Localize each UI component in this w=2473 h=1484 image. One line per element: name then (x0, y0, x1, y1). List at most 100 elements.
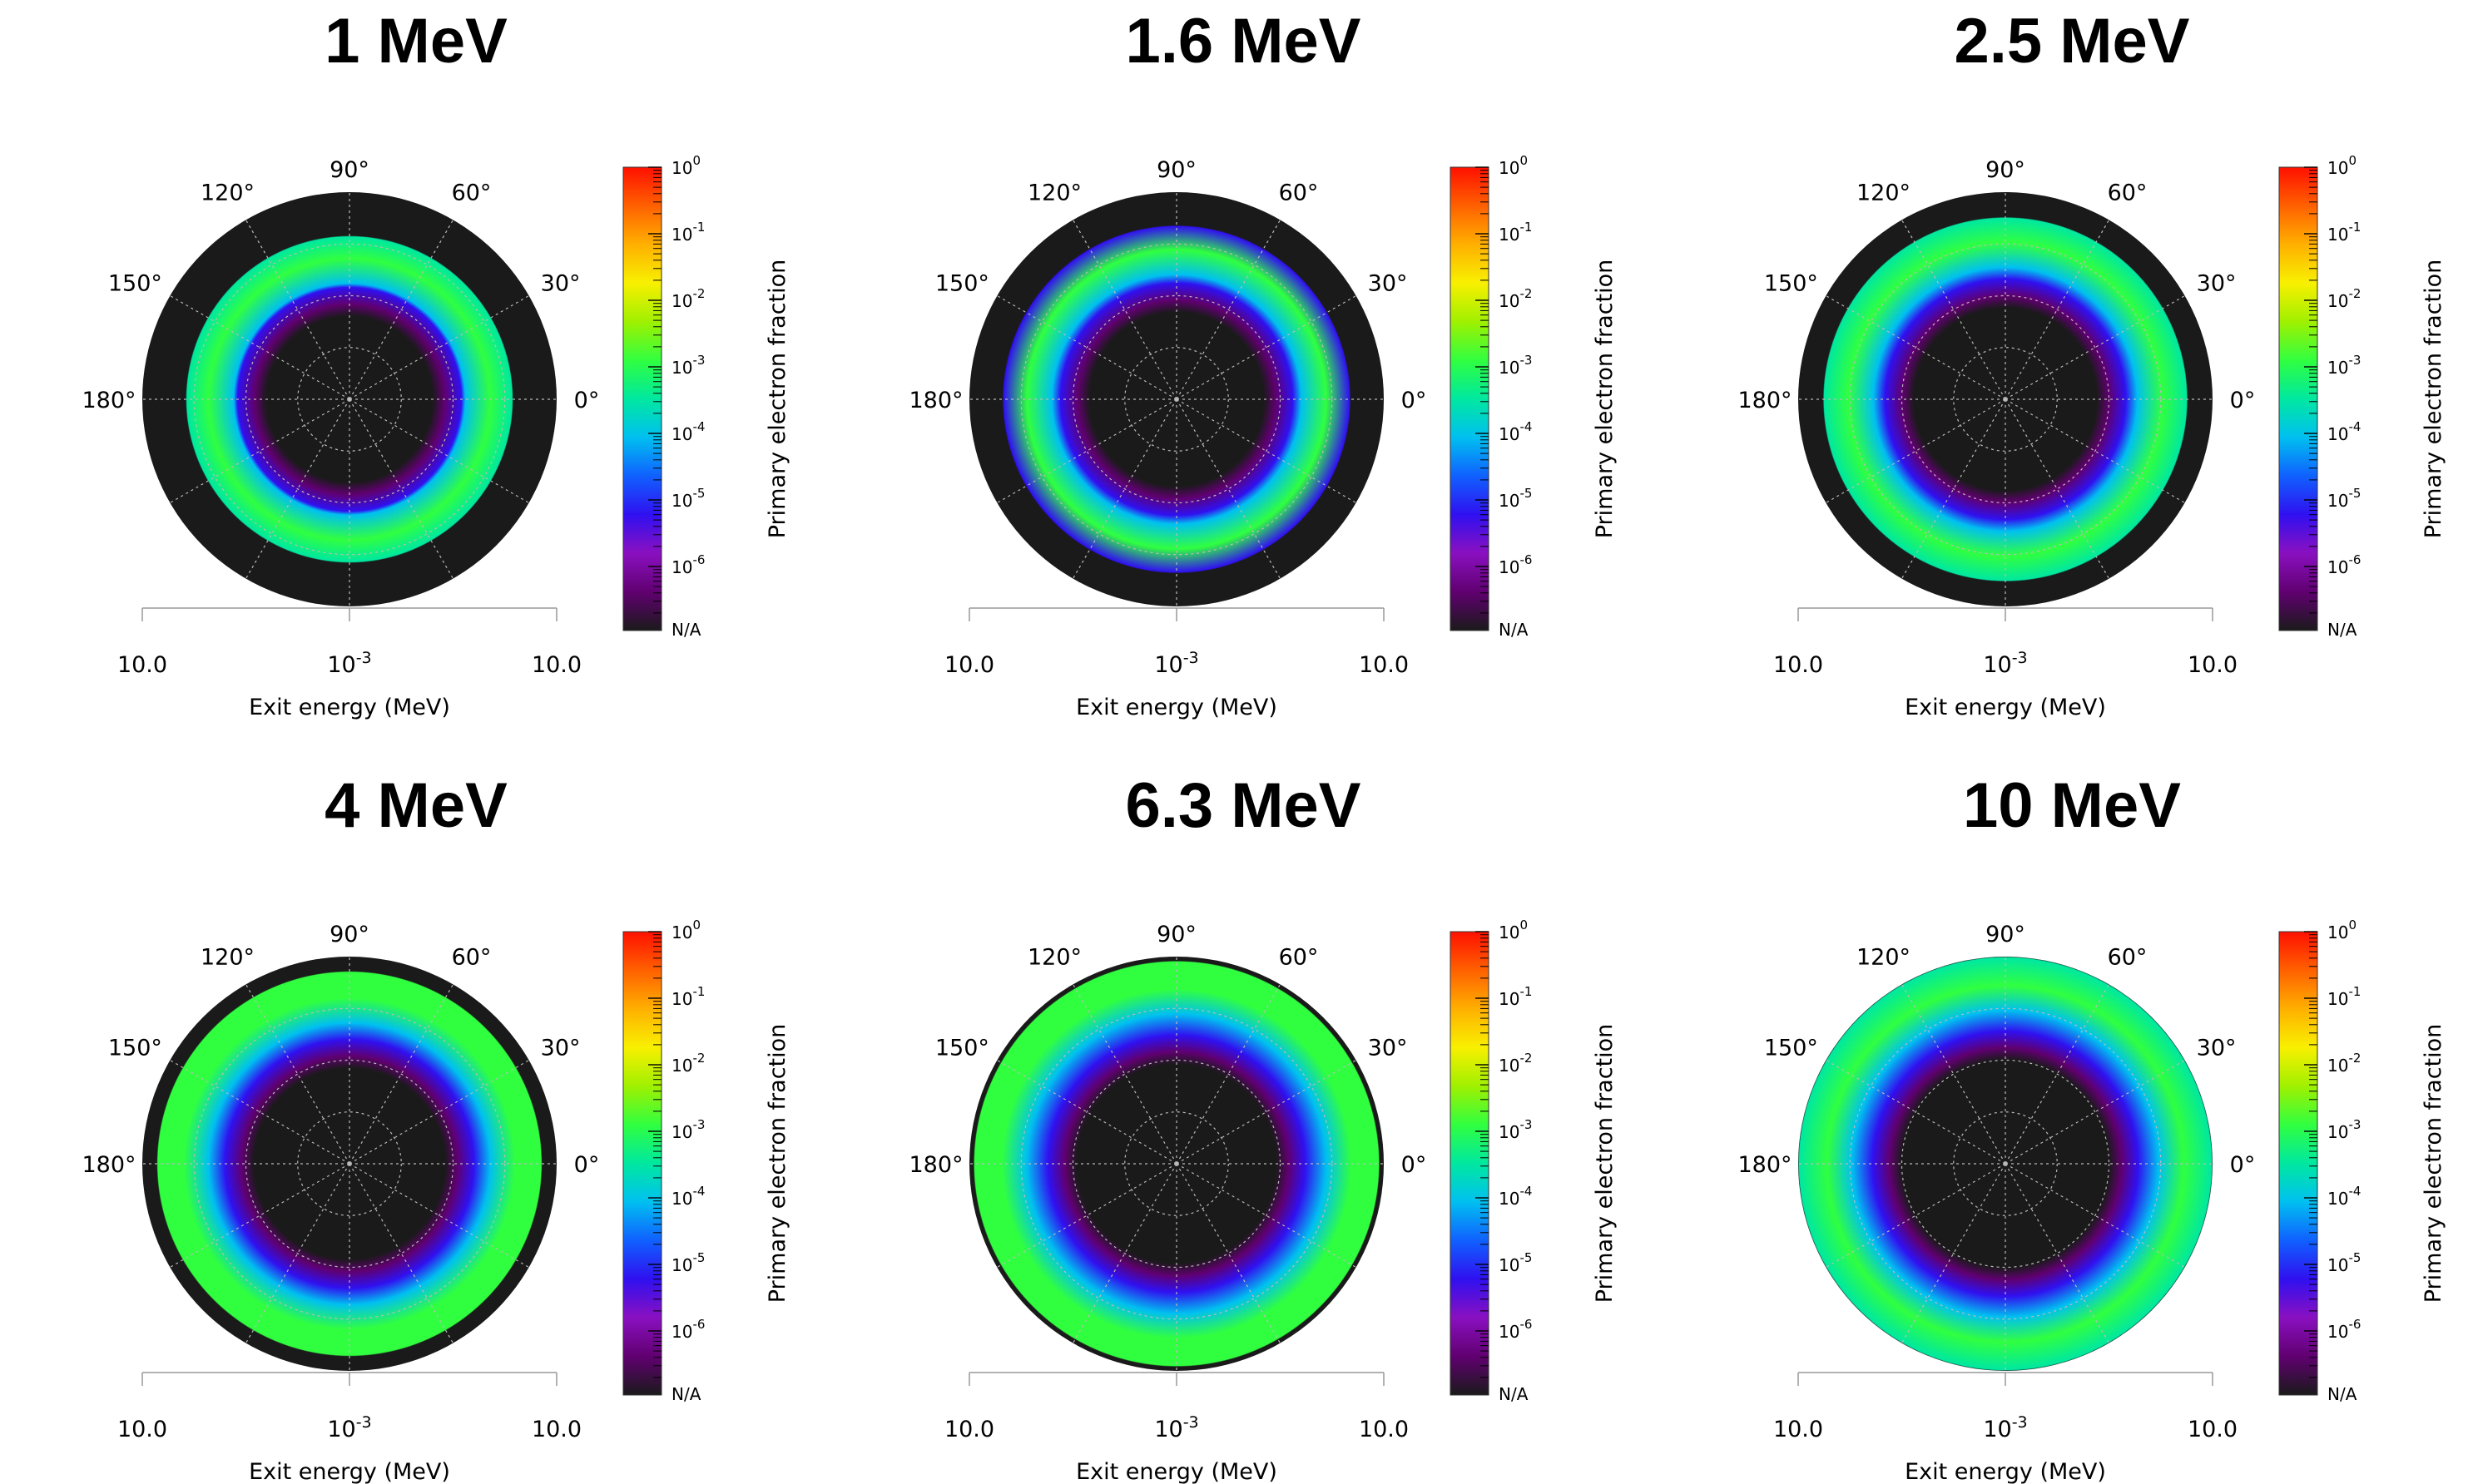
colorbar-tick-label: 10-5 (672, 1250, 705, 1275)
angle-tick-label: 150° (935, 1036, 989, 1061)
radial-axis-title: Exit energy (MeV) (1905, 695, 2106, 720)
grid-ring (1072, 1059, 1281, 1269)
panel-title: 4 MeV (325, 770, 508, 841)
polar-panel: 2.5 MeV 0° 30° 60° 90° 120° 150° 180° 10.0 10.0 10… (1737, 6, 2446, 720)
colorbar-tick-label: 100 (672, 153, 701, 178)
radial-tick-label: 10.0 (117, 1417, 167, 1442)
angle-tick-label: 150° (935, 271, 989, 297)
angle-tick-label: 120° (1028, 180, 1082, 205)
angle-tick-label: 0° (2230, 388, 2256, 413)
colorbar-tick-label: 10-3 (1499, 1117, 1532, 1142)
colorbar-tick-label: 10-4 (2327, 419, 2361, 444)
grid-ring (1901, 1059, 2110, 1269)
angle-tick-label: 150° (1764, 1036, 1818, 1061)
colorbar-na-label: N/A (1499, 1384, 1529, 1404)
panel-title: 1 MeV (325, 6, 508, 77)
angle-tick-label: 180° (909, 388, 963, 413)
grid-ring (1020, 1007, 1333, 1320)
angle-tick-label: 120° (1856, 944, 1911, 970)
angle-tick-label: 90° (1985, 157, 2025, 183)
angle-tick-label: 120° (1028, 944, 1082, 970)
grid-ring (1020, 243, 1333, 556)
colorbar-tick-label: 10-2 (672, 1051, 705, 1076)
panel-title: 1.6 MeV (1125, 6, 1360, 77)
grid-ring (245, 294, 454, 504)
radial-axis-title: Exit energy (MeV) (1076, 1459, 1277, 1484)
colorbar-tick-label: 10-3 (1499, 353, 1532, 378)
polar-panel: 1 MeV 0° 30° 60° 90° 120° 150° 180° 10.0 10.0 10-3… (82, 6, 790, 720)
radial-tick-label: 10.0 (532, 652, 582, 678)
colorbar-tick-label: 10-4 (1499, 419, 1532, 444)
radial-axis-title: Exit energy (MeV) (249, 695, 450, 720)
radial-tick-label: 10.0 (944, 1417, 994, 1442)
colorbar-tick-label: 10-3 (2327, 1117, 2361, 1142)
colorbar-tick-label: 100 (672, 918, 701, 942)
colorbar-tick-label: 10-4 (1499, 1184, 1532, 1209)
radial-tick-label-center: 10-3 (327, 649, 371, 678)
angle-tick-label: 60° (452, 944, 492, 970)
angle-tick-label: 0° (574, 1152, 600, 1178)
colorbar-tick-label: 10-5 (672, 486, 705, 511)
panel-title: 2.5 MeV (1954, 6, 2189, 77)
grid-ring (193, 243, 506, 556)
radial-tick-label: 10.0 (532, 1417, 582, 1442)
angle-tick-label: 120° (201, 180, 255, 205)
colorbar-title: Primary electron fraction (2421, 260, 2446, 539)
colorbar-tick-label: 100 (1499, 153, 1528, 178)
colorbar-tick-label: 10-4 (2327, 1184, 2361, 1209)
colorbar-tick-label: 10-1 (672, 984, 705, 1009)
angle-tick-label: 180° (82, 388, 136, 413)
colorbar-na-label: N/A (2327, 620, 2357, 640)
colorbar-tick-label: 10-3 (672, 1117, 705, 1142)
angle-tick-label: 180° (1737, 388, 1792, 413)
colorbar-tick-label: 10-4 (672, 1184, 705, 1209)
colorbar-tick-label: 10-3 (672, 353, 705, 378)
colorbar-tick-label: 10-2 (2327, 1051, 2361, 1076)
colorbar-tick-label: 10-3 (2327, 353, 2361, 378)
grid-ring (1953, 347, 2058, 452)
colorbar-tick-label: 10-2 (2327, 286, 2361, 311)
radial-tick-label: 10.0 (2188, 652, 2238, 678)
panel-title: 10 MeV (1963, 770, 2181, 841)
grid-ring (1124, 347, 1229, 452)
grid-ring (1124, 1111, 1229, 1216)
colorbar-tick-label: 10-1 (2327, 220, 2361, 245)
colorbar-title: Primary electron fraction (2421, 1024, 2446, 1303)
angle-tick-label: 120° (201, 944, 255, 970)
colorbar-title: Primary electron fraction (765, 260, 790, 539)
angle-tick-label: 60° (1279, 944, 1319, 970)
angle-tick-label: 30° (2197, 1036, 2237, 1061)
radial-tick-label: 10.0 (117, 652, 167, 678)
colorbar-tick-label: 10-6 (2327, 552, 2361, 577)
grid-ring (1901, 294, 2110, 504)
radial-tick-label: 10.0 (1359, 652, 1409, 678)
radial-tick-label: 10.0 (944, 652, 994, 678)
colorbar-tick-label: 10-1 (1499, 984, 1532, 1009)
grid-ring (297, 1111, 402, 1216)
radial-tick-label-center: 10-3 (1983, 649, 2027, 678)
colorbar-na-label: N/A (672, 1384, 701, 1404)
colorbar-tick-label: 10-4 (672, 419, 705, 444)
colorbar-title: Primary electron fraction (1592, 260, 1618, 539)
angle-tick-label: 0° (574, 388, 600, 413)
colorbar-na-label: N/A (672, 620, 701, 640)
grid-ring (193, 1007, 506, 1320)
angle-tick-label: 60° (1279, 180, 1319, 205)
radial-tick-label-center: 10-3 (327, 1413, 371, 1442)
angle-tick-label: 180° (909, 1152, 963, 1178)
polar-panel: 4 MeV 0° 30° 60° 90° 120° 150° 180° 10.0 10.0 10-3… (82, 770, 790, 1484)
grid-ring (1072, 294, 1281, 504)
grid-ring (297, 347, 402, 452)
angle-tick-label: 60° (2108, 944, 2148, 970)
angle-tick-label: 0° (1401, 388, 1427, 413)
angle-tick-label: 30° (1368, 1036, 1408, 1061)
colorbar-tick-label: 10-5 (2327, 486, 2361, 511)
radial-tick-label: 10.0 (1773, 652, 1823, 678)
angle-tick-label: 60° (452, 180, 492, 205)
radial-axis-title: Exit energy (MeV) (1905, 1459, 2106, 1484)
colorbar-tick-label: 100 (2327, 153, 2357, 178)
colorbar-tick-label: 100 (2327, 918, 2357, 942)
grid-ring (1849, 1007, 2162, 1320)
grid-ring (1953, 1111, 2058, 1216)
